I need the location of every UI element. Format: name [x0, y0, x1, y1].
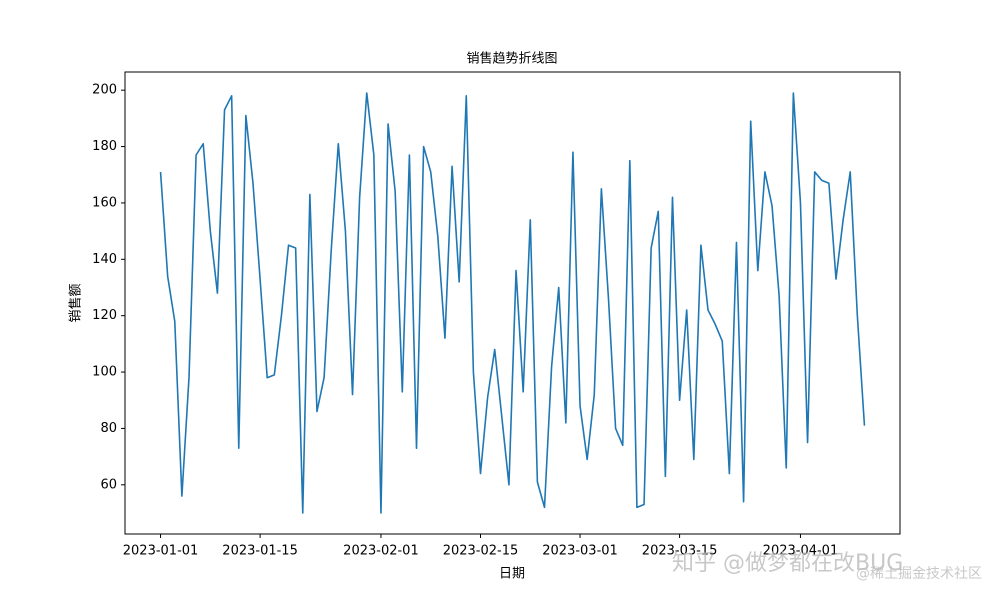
x-tick-label: 2023-03-15 [642, 544, 718, 559]
x-tick-label: 2023-01-01 [123, 544, 199, 559]
y-tick-label: 140 [92, 252, 117, 267]
x-tick-label: 2023-03-01 [542, 544, 618, 559]
x-tick-label: 2023-02-01 [343, 544, 419, 559]
x-tick-label: 2023-01-15 [222, 544, 298, 559]
x-tick-label: 2023-02-15 [443, 544, 519, 559]
y-tick-label: 200 [92, 83, 117, 98]
plot-frame [124, 71, 901, 535]
x-axis-label: 日期 [499, 567, 525, 582]
chart-title: 销售趋势折线图 [466, 51, 557, 67]
watermark: @稀土掘金技术社区 [856, 566, 982, 582]
y-tick-label: 100 [92, 365, 117, 380]
y-axis-label: 销售额 [68, 283, 84, 322]
y-tick-label: 120 [92, 308, 117, 323]
y-tick-label: 180 [92, 139, 117, 154]
x-tick-label: 2023-04-01 [763, 544, 839, 559]
watermark: 知乎 @做梦都在改BUG [672, 551, 903, 576]
y-tick-label: 160 [92, 195, 117, 210]
data-line [159, 92, 866, 514]
y-tick-label: 60 [100, 477, 117, 492]
y-tick-label: 80 [100, 421, 117, 436]
